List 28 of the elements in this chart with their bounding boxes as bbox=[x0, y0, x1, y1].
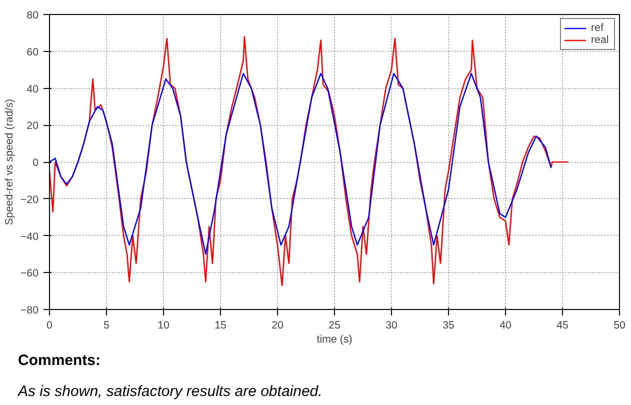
x-tick-label: 0 bbox=[46, 320, 53, 332]
y-tick-label: 60 bbox=[26, 46, 39, 58]
x-axis-title: time (s) bbox=[316, 334, 352, 346]
legend-label: real bbox=[591, 34, 610, 46]
y-tick-label: 40 bbox=[26, 83, 39, 96]
x-tick-label: 30 bbox=[386, 320, 398, 332]
y-tick-label: 80 bbox=[26, 10, 39, 22]
x-tick-label: 20 bbox=[272, 320, 284, 332]
text: Comments: bbox=[18, 351, 101, 371]
y-tick-label: −80 bbox=[20, 304, 39, 316]
x-tick-label: 45 bbox=[556, 320, 568, 332]
y-tick-label: 20 bbox=[26, 120, 39, 132]
text: As is shown, satisfactory results are obtained. bbox=[18, 382, 322, 402]
x-tick-label: 50 bbox=[614, 320, 626, 332]
x-tick-label: 10 bbox=[158, 320, 170, 332]
x-tick-label: 5 bbox=[104, 320, 110, 332]
line-series bbox=[50, 36, 569, 286]
x-tick-label: 15 bbox=[214, 320, 226, 332]
y-tick-label: −40 bbox=[20, 230, 39, 243]
y-tick-label: −20 bbox=[20, 194, 39, 206]
x-tick-label: 40 bbox=[500, 320, 512, 332]
y-tick-label: −60 bbox=[20, 268, 39, 280]
x-tick-label: 35 bbox=[442, 320, 454, 332]
y-axis-title: Speed-ref vs speed (rad/s) bbox=[3, 98, 16, 226]
y-tick-label: 0 bbox=[32, 157, 39, 169]
legend-label: ref bbox=[591, 22, 604, 34]
line-series bbox=[50, 72, 552, 255]
x-tick-label: 25 bbox=[328, 320, 340, 332]
